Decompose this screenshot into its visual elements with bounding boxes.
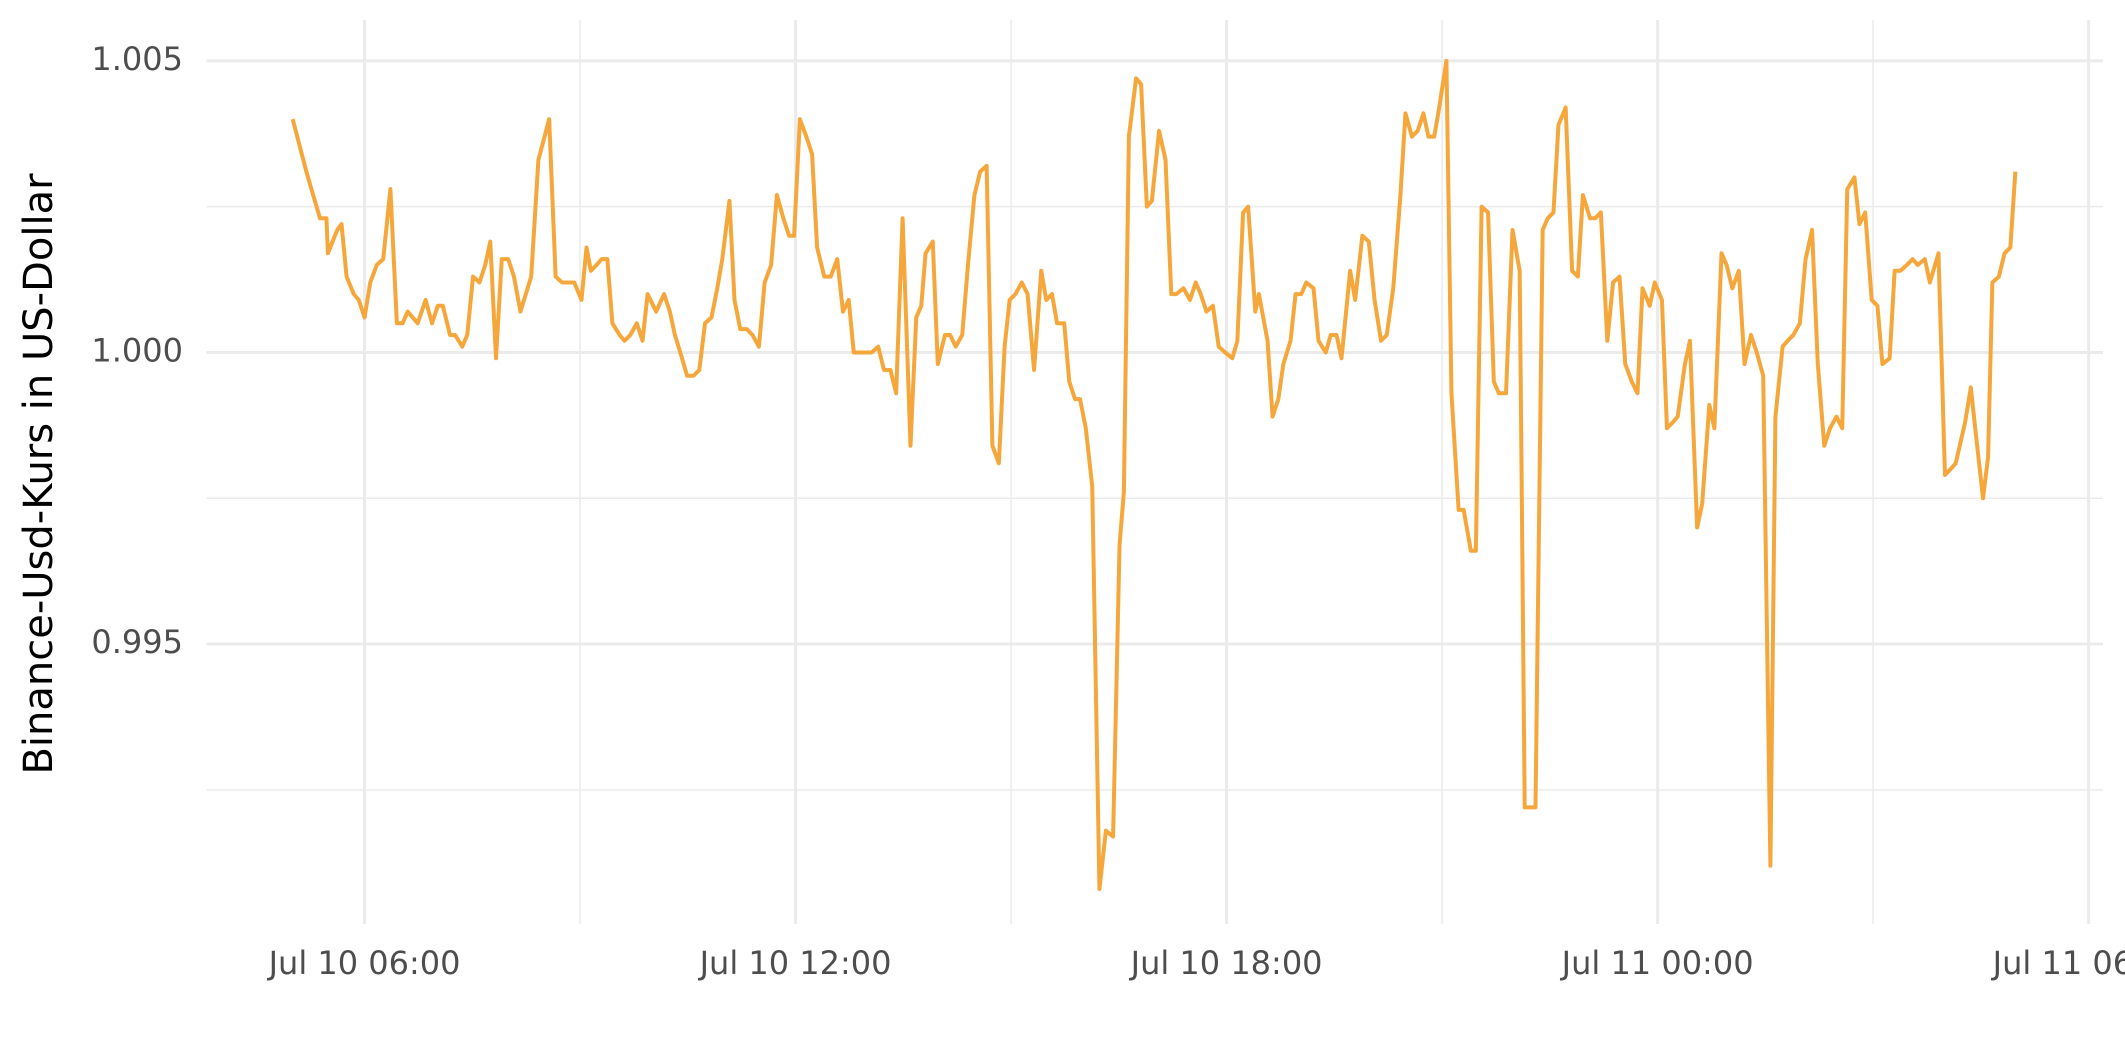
x-tick-label: Jul 10 12:00 [698,944,892,982]
x-tick-label: Jul 10 06:00 [267,944,461,982]
y-tick-label: 1.000 [91,331,183,369]
x-tick-label: Jul 11 00:00 [1560,944,1754,982]
y-axis-title: Binance-Usd-Kurs in US-Dollar [16,173,62,775]
line [290,58,2018,892]
x-tick-label: Jul 10 18:00 [1129,944,1323,982]
y-tick-label: 1.005 [91,40,183,78]
y-tick-label: 0.995 [91,623,183,661]
x-tick-label: Jul 11 06:00 [1991,944,2125,982]
